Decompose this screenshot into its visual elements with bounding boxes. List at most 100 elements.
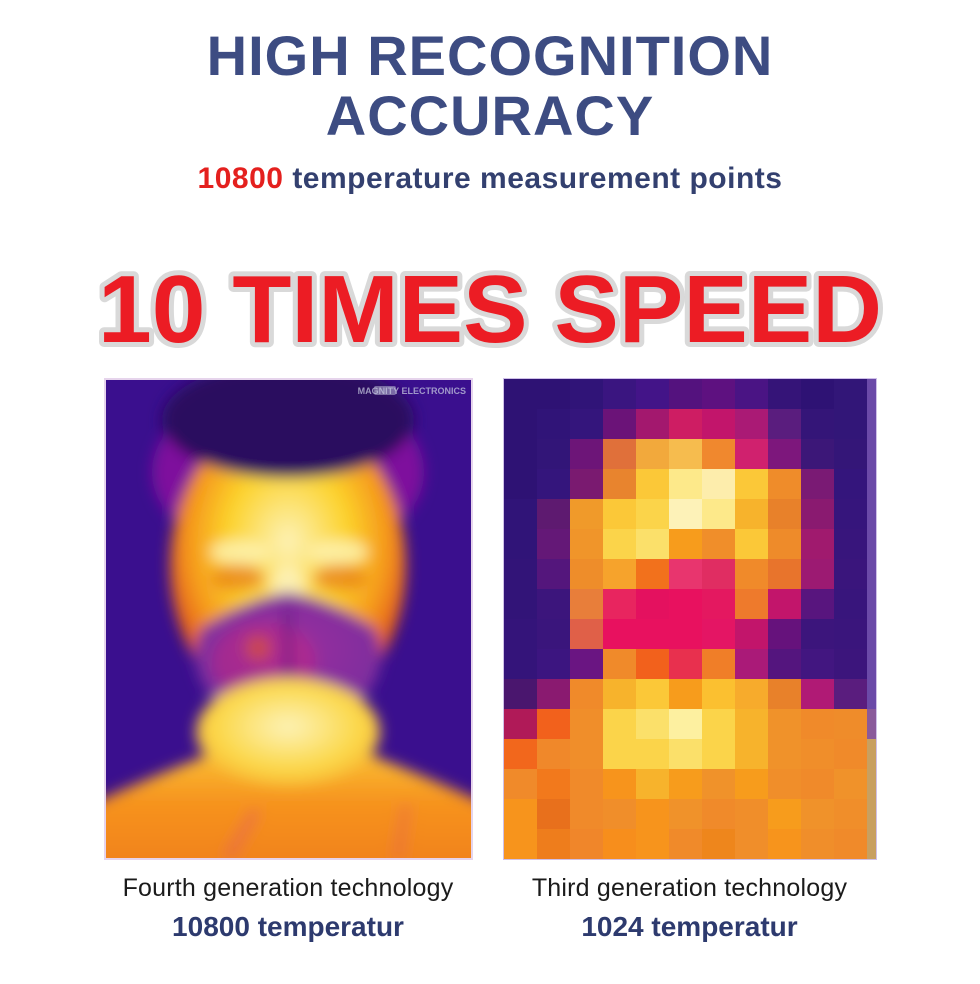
- thermal-pixel: [569, 438, 603, 469]
- thermal-pixel: [635, 738, 669, 769]
- thermal-pixel: [866, 828, 876, 859]
- thermal-pixel: [503, 768, 537, 799]
- thermal-pixel: [800, 678, 834, 709]
- thermal-pixel: [668, 678, 702, 709]
- thermal-pixel: [536, 618, 570, 649]
- thermal-pixel: [503, 438, 537, 469]
- thermal-pixel: [569, 468, 603, 499]
- left-brow-shape: [209, 539, 270, 564]
- thermal-pixel: [833, 588, 867, 619]
- thermal-pixel: [800, 438, 834, 469]
- thermal-pixel: [800, 498, 834, 529]
- title-line-1: HIGH RECOGNITION: [206, 24, 774, 87]
- hair-shape: [161, 379, 414, 478]
- thermal-pixel: [602, 648, 636, 679]
- thermal-pixel: [536, 408, 570, 439]
- thermal-pixel: [569, 708, 603, 739]
- thermal-pixel: [635, 798, 669, 829]
- thermal-pixel: [734, 768, 768, 799]
- thermal-pixel: [734, 378, 768, 409]
- thermal-pixel: [800, 588, 834, 619]
- thermal-pixel: [503, 618, 537, 649]
- thermal-pixel: [701, 558, 735, 589]
- thermal-pixel: [800, 618, 834, 649]
- thermal-pixel: [833, 438, 867, 469]
- thermal-pixel: [701, 798, 735, 829]
- thermal-pixel: [701, 678, 735, 709]
- thermal-pixel: [602, 378, 636, 409]
- thermal-pixel: [800, 648, 834, 679]
- thermal-pixel: [800, 408, 834, 439]
- thermal-pixel: [536, 708, 570, 739]
- thermal-pixel: [833, 768, 867, 799]
- brand-logo-mark: [373, 385, 396, 395]
- thermal-pixel: [866, 498, 876, 529]
- thermal-pixel: [503, 528, 537, 559]
- thermal-pixel: [767, 528, 801, 559]
- thermal-pixel: [569, 588, 603, 619]
- hires-figure: MAGNITY ELECTRONICS Fourth generation te…: [103, 377, 473, 943]
- left-spec: 10800 temperatur: [172, 910, 404, 942]
- left-caption: Fourth generation technology: [122, 873, 454, 902]
- thermal-pixel: [800, 738, 834, 769]
- thermal-pixel: [701, 408, 735, 439]
- thermal-pixel: [734, 498, 768, 529]
- thermal-pixel: [767, 588, 801, 619]
- thermal-pixel: [800, 708, 834, 739]
- thermal-pixel: [767, 678, 801, 709]
- thermal-pixel: [734, 648, 768, 679]
- thermal-pixel: [734, 678, 768, 709]
- thermal-pixel: [701, 378, 735, 409]
- thermal-pixel: [668, 708, 702, 739]
- right-brow-shape: [307, 539, 368, 564]
- thermal-pixel: [866, 468, 876, 499]
- thermal-pixel: [734, 468, 768, 499]
- thermal-pixel: [569, 828, 603, 859]
- thermal-pixel: [866, 558, 876, 589]
- thermal-pixel: [866, 618, 876, 649]
- thermal-pixel: [635, 438, 669, 469]
- thermal-pixel: [602, 738, 636, 769]
- thermal-pixel: [866, 378, 876, 409]
- thermal-pixel: [602, 498, 636, 529]
- thermal-pixel: [536, 588, 570, 619]
- thermal-pixel: [701, 648, 735, 679]
- thermal-pixel: [767, 648, 801, 679]
- thermal-pixel: [668, 408, 702, 439]
- thermal-pixel: [767, 828, 801, 859]
- thermal-pixel: [503, 588, 537, 619]
- thermal-pixel: [866, 408, 876, 439]
- thermal-pixel: [536, 498, 570, 529]
- thermal-pixel: [767, 768, 801, 799]
- thermal-pixel: [602, 558, 636, 589]
- thermal-pixel: [536, 558, 570, 589]
- thermal-pixel: [734, 618, 768, 649]
- thermal-pixel: [503, 828, 537, 859]
- thermal-pixel: [701, 438, 735, 469]
- thermal-pixel: [602, 768, 636, 799]
- thermal-pixel: [602, 588, 636, 619]
- thermal-pixel: [602, 408, 636, 439]
- thermal-pixel: [701, 528, 735, 559]
- thermal-pixel: [503, 708, 537, 739]
- thermal-pixel: [602, 798, 636, 829]
- thermal-pixel: [833, 498, 867, 529]
- thermal-pixel: [767, 558, 801, 589]
- neck-shape: [195, 677, 380, 786]
- thermal-pixel: [866, 588, 876, 619]
- thermal-pixel: [701, 498, 735, 529]
- thermal-pixel: [602, 468, 636, 499]
- thermal-pixel: [635, 378, 669, 409]
- thermal-pixel: [833, 408, 867, 439]
- thermal-pixel: [734, 558, 768, 589]
- thermal-pixel: [767, 708, 801, 739]
- thermal-pixel: [503, 498, 537, 529]
- thermal-pixel: [602, 618, 636, 649]
- thermal-pixel: [734, 708, 768, 739]
- thermal-pixel: [833, 378, 867, 409]
- thermal-pixel: [734, 408, 768, 439]
- points-value: 10800: [197, 161, 284, 195]
- title-line-2: ACCURACY: [325, 83, 655, 147]
- speed-banner: 10 TIMES SPEED: [0, 258, 980, 362]
- thermal-pixel: [635, 498, 669, 529]
